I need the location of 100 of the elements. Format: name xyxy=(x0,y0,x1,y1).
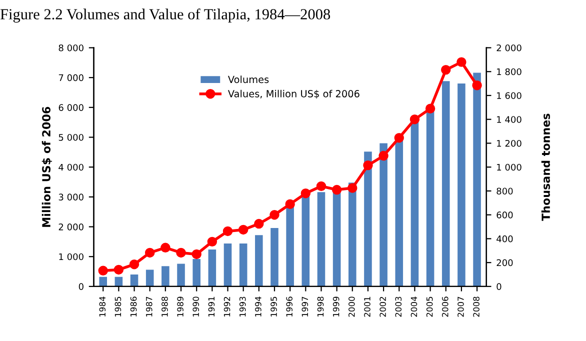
y2-tick-label: 1 400 xyxy=(497,116,522,123)
y2-tick-label: 1 600 xyxy=(497,92,522,100)
bar xyxy=(473,72,481,286)
x-tick-label: 1986 xyxy=(130,296,137,316)
bar xyxy=(114,276,123,286)
bar xyxy=(348,182,356,286)
bar xyxy=(317,192,326,286)
y-tick-label: 4 000 xyxy=(58,164,84,171)
point xyxy=(222,226,233,236)
x-tick-label: 1991 xyxy=(208,296,215,316)
y2-tick-label: 1 000 xyxy=(497,164,522,171)
y-tick-label: 0 xyxy=(78,283,84,290)
point xyxy=(238,224,248,235)
point xyxy=(348,183,358,193)
point xyxy=(114,264,124,275)
y2-tick-label: 600 xyxy=(496,212,513,218)
bar xyxy=(162,266,170,286)
bar xyxy=(177,264,185,286)
bar xyxy=(395,140,404,286)
bar xyxy=(208,249,216,286)
y2-tick-label: 0 xyxy=(496,283,502,290)
x-tick-label: 1992 xyxy=(224,296,230,316)
x-tick-label: 1984 xyxy=(99,296,106,316)
x-tick-label: 1989 xyxy=(177,296,184,316)
bar xyxy=(442,81,450,286)
bar xyxy=(458,84,466,286)
point xyxy=(254,218,264,229)
x-tick-label: 1990 xyxy=(192,296,200,316)
bar xyxy=(380,143,388,286)
point xyxy=(176,248,186,258)
bar xyxy=(255,235,263,286)
bar xyxy=(364,152,372,286)
x-tick-label: 2006 xyxy=(442,296,448,317)
point xyxy=(192,249,202,260)
point xyxy=(456,57,466,67)
x-tick-label: 1999 xyxy=(332,296,340,316)
x-tick-label: 1998 xyxy=(317,296,324,316)
x-tick-label: 1994 xyxy=(255,296,262,316)
x-tick-label: 1988 xyxy=(162,296,168,316)
x-tick-label: 2000 xyxy=(348,296,355,317)
x-tick-label: 1987 xyxy=(146,296,152,316)
y-tick-label: 5 000 xyxy=(58,134,84,141)
point xyxy=(316,181,326,192)
bar xyxy=(99,276,108,286)
x-tick-label: 2008 xyxy=(473,296,480,317)
point xyxy=(207,236,218,247)
y-tick-label: 7 000 xyxy=(58,74,84,82)
point xyxy=(410,114,420,124)
chart-title: Figure 2.2 Volumes and Value of Tilapia, 1984—2008 xyxy=(0,8,330,23)
legend-label: Volumes xyxy=(228,76,269,84)
bar xyxy=(192,258,200,286)
point xyxy=(363,160,373,170)
y-tick-label: 2 000 xyxy=(58,223,84,230)
point xyxy=(285,199,295,209)
point xyxy=(394,132,404,143)
point xyxy=(160,242,170,253)
bar xyxy=(332,190,341,286)
bar xyxy=(146,270,154,286)
y-tick-label: 3 000 xyxy=(58,194,84,200)
point xyxy=(425,104,436,114)
y-tick-label: 1 000 xyxy=(59,253,84,260)
x-tick-label: 1996 xyxy=(286,296,292,316)
x-tick-label: 1993 xyxy=(239,296,246,316)
point xyxy=(144,248,155,258)
x-tick-label: 2003 xyxy=(395,296,402,317)
bar xyxy=(286,205,294,286)
x-tick-label: 2001 xyxy=(364,296,370,317)
y2-tick-label: 1 800 xyxy=(497,68,522,76)
y2-tick-label: 400 xyxy=(496,235,513,242)
x-tick-label: 2005 xyxy=(426,296,433,317)
bar xyxy=(224,243,232,286)
point xyxy=(378,150,388,161)
x-tick-label: 2007 xyxy=(458,296,464,317)
legend-label: Values, Million US$ of 2006 xyxy=(228,90,360,99)
y2-tick-label: 1 200 xyxy=(497,140,522,147)
point xyxy=(129,260,140,270)
y2-tick-label: 2 000 xyxy=(496,44,522,52)
point xyxy=(270,210,280,220)
y-tick-label: 6 000 xyxy=(58,104,84,111)
x-tick-label: 1997 xyxy=(302,296,308,316)
y2-tick-label: 200 xyxy=(496,259,513,266)
bar xyxy=(426,110,434,286)
y-tick-label: 8 000 xyxy=(58,44,84,52)
y2-axis-title: Thousand tonnes xyxy=(541,114,550,221)
point xyxy=(472,80,482,90)
x-tick-label: 1995 xyxy=(270,296,277,316)
x-tick-label: 2002 xyxy=(380,296,386,317)
bar xyxy=(130,274,138,286)
bar xyxy=(239,243,248,286)
y-axis-title: Million US$ of 2006 xyxy=(42,106,52,227)
point xyxy=(441,64,451,75)
bar xyxy=(302,194,310,286)
x-tick-label: 2004 xyxy=(410,296,418,317)
point xyxy=(98,266,108,276)
x-tick-label: 1985 xyxy=(114,296,122,316)
bar xyxy=(270,228,278,286)
y2-tick-label: 800 xyxy=(496,188,513,195)
point xyxy=(332,184,342,195)
bar xyxy=(410,122,419,286)
point xyxy=(300,188,311,198)
